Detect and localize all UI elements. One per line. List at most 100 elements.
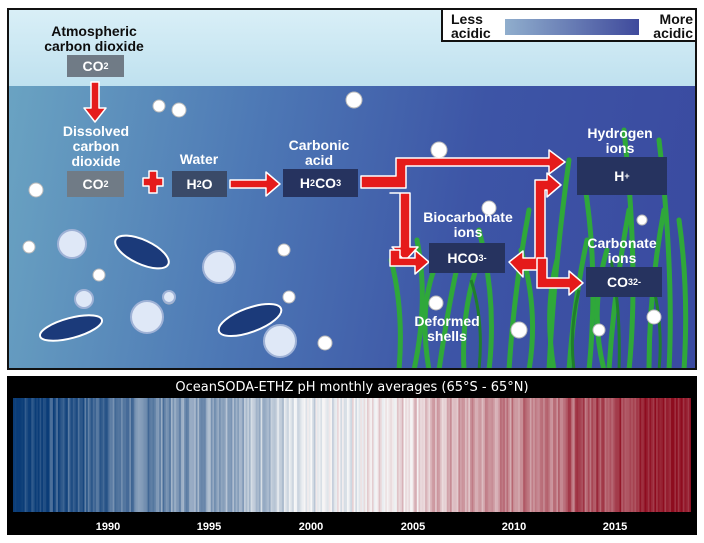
ph-stripe [338,398,341,512]
ph-stripe [576,398,579,512]
ph-stripe [440,398,443,512]
ph-stripe [624,398,627,512]
ph-stripe [579,398,582,512]
marine-life-illustration [22,91,662,358]
ph-stripe [546,398,549,512]
ph-stripe [654,398,657,512]
ph-stripe [388,398,391,512]
ph-stripe [361,398,365,512]
ph-stripe [232,398,235,512]
ph-stripe [268,398,271,512]
ph-stripe [290,398,293,512]
ph-stripe [609,398,612,512]
ph-stripe [17,398,21,512]
ph-stripe [602,398,605,512]
ph-stripe [97,398,100,512]
ph-stripe [205,398,208,512]
ph-stripe [489,398,492,512]
ph-stripe [504,398,507,512]
ph-stripe [418,398,421,512]
ph-stripe [242,398,245,512]
ph-stripe [460,398,463,512]
ph-stripe [421,398,424,512]
dissolved-co2-box: CO 2 [67,171,124,197]
ph-stripe [305,398,308,512]
ph-stripe [627,398,630,512]
ph-stripe [639,398,642,512]
ph-stripe [566,398,569,512]
ph-stripe [531,398,534,512]
ph-stripe [587,398,591,512]
ph-stripe [164,398,167,512]
ph-stripe [207,398,210,512]
ph-stripe [386,398,389,512]
ph-stripe [486,398,489,512]
ph-stripe [214,398,217,512]
ph-stripe [433,398,436,512]
ph-stripe [617,398,620,512]
ph-stripe [641,398,644,512]
ph-stripe [59,398,62,512]
ph-stripe [318,398,321,512]
ph-stripe [416,398,419,512]
ph-stripe [496,398,499,512]
ph-stripe [529,398,532,512]
ph-stripe [647,398,650,512]
ph-stripe [313,398,316,512]
hydrogen-ions-box: H + [577,157,667,195]
ph-stripe [34,398,37,512]
ph-stripe [391,398,394,512]
ph-stripe [277,398,280,512]
ph-stripe [215,398,218,512]
ph-stripe [79,398,82,512]
ph-stripe [652,398,655,512]
ph-stripe [679,398,682,512]
ph-stripe [32,398,35,512]
ph-stripe [185,398,188,512]
ph-stripe [129,398,132,512]
ph-stripe [466,398,469,512]
ph-stripe [117,398,120,512]
ph-stripe [119,398,122,512]
ph-stripe [209,398,212,512]
ph-stripe [275,398,278,512]
ph-stripe [689,398,691,512]
ph-stripe [631,398,634,512]
ph-stripe [425,398,428,512]
acidity-legend: Less acidic More acidic [441,10,695,42]
ph-stripe [187,398,190,512]
carbonic-acid-box: H 2 CO 3 [283,169,358,197]
ph-stripe [381,398,384,512]
dissolved-co2-label: Dissolved carbon dioxide [62,123,130,169]
ph-stripe [516,398,519,512]
ph-stripe [121,398,124,512]
ph-stripe [69,398,72,512]
ph-stripe [456,398,459,512]
ph-stripe [548,398,551,512]
ph-stripe [626,398,629,512]
ph-stripe [501,398,504,512]
ph-stripe [508,398,511,512]
ph-stripe [307,398,310,512]
ph-stripe [204,398,207,512]
ph-stripe [436,398,439,512]
ph-stripe [31,398,34,512]
atmospheric-co2-box: CO 2 [67,55,124,77]
ph-stripe [298,398,301,512]
ph-stripe [393,398,396,512]
ph-stripe [559,398,562,512]
ph-stripe [523,398,526,512]
ph-stripe [26,398,29,512]
ph-stripe [582,398,586,512]
ph-stripe [144,398,147,512]
ph-stripe [543,398,546,512]
ph-stripe [453,398,456,512]
ph-stripe [91,398,94,512]
ph-stripe [358,398,361,512]
ph-stripe [325,398,328,512]
ph-stripe [589,398,592,512]
ph-stripe [225,398,228,512]
ph-stripe [413,398,416,512]
ph-stripe [308,398,311,512]
ph-stripe [44,398,47,512]
